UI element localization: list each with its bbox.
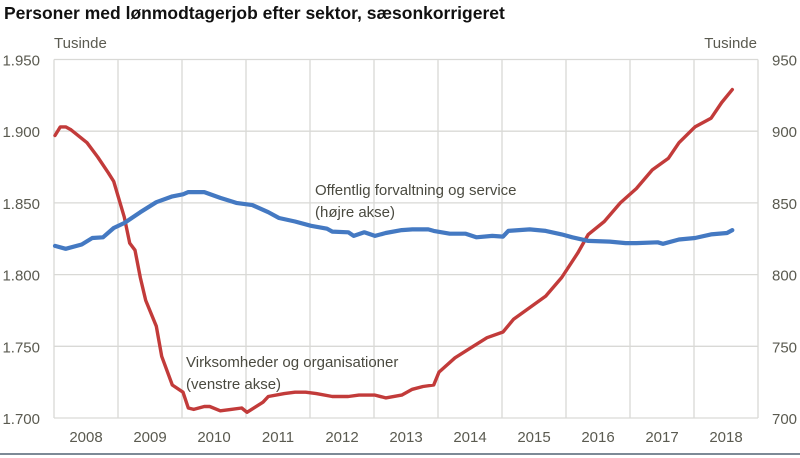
left-tick-label: 1.950	[2, 53, 40, 70]
right-tick-label: 900	[772, 124, 797, 141]
right-axis-unit: Tusinde	[704, 35, 757, 52]
x-tick-label: 2012	[325, 429, 358, 446]
left-tick-label: 1.900	[2, 124, 40, 141]
x-tick-label: 2011	[262, 429, 294, 446]
x-tick-label: 2016	[581, 429, 614, 446]
series-label-private-axis: (venstre akse)	[186, 376, 281, 393]
x-tick-label: 2014	[453, 429, 486, 446]
left-tick-label: 1.800	[2, 268, 40, 285]
right-tick-label: 750	[772, 339, 797, 356]
right-tick-label: 700	[772, 411, 797, 428]
series-label-public-axis: (højre akse)	[315, 204, 395, 221]
x-tick-label: 2013	[389, 429, 422, 446]
left-tick-label: 1.850	[2, 196, 40, 213]
x-tick-label: 2008	[69, 429, 102, 446]
x-tick-label: 2009	[133, 429, 166, 446]
series-label-private: Virksomheder og organisationer	[186, 354, 398, 371]
series-line-private	[53, 87, 734, 414]
right-tick-label: 850	[772, 196, 797, 213]
x-tick-label: 2015	[517, 429, 550, 446]
x-axis-ticks: 2008 2009 2010 2011 2012 2013 2014 2015 2016 2017…	[69, 429, 742, 446]
x-tick-label: 2010	[197, 429, 230, 446]
bottom-border	[0, 453, 800, 455]
left-axis-ticks: 1.700 1.750 1.800 1.850 1.900 1.950	[2, 53, 40, 429]
x-tick-label: 2017	[645, 429, 678, 446]
series-lines	[52, 87, 735, 414]
right-tick-label: 800	[772, 268, 797, 285]
right-axis-ticks: 700 750 800 850 900 950	[772, 53, 797, 429]
gridlines	[53, 58, 759, 419]
left-tick-label: 1.750	[2, 339, 40, 356]
chart-title: Personer med lønmodtagerjob efter sektor…	[4, 3, 505, 23]
right-tick-label: 950	[772, 53, 797, 70]
series-line-public	[52, 190, 735, 251]
left-tick-label: 1.700	[2, 411, 40, 428]
x-tick-label: 2018	[709, 429, 742, 446]
series-label-public: Offentlig forvaltning og service	[315, 182, 517, 199]
left-axis-unit: Tusinde	[54, 35, 107, 52]
